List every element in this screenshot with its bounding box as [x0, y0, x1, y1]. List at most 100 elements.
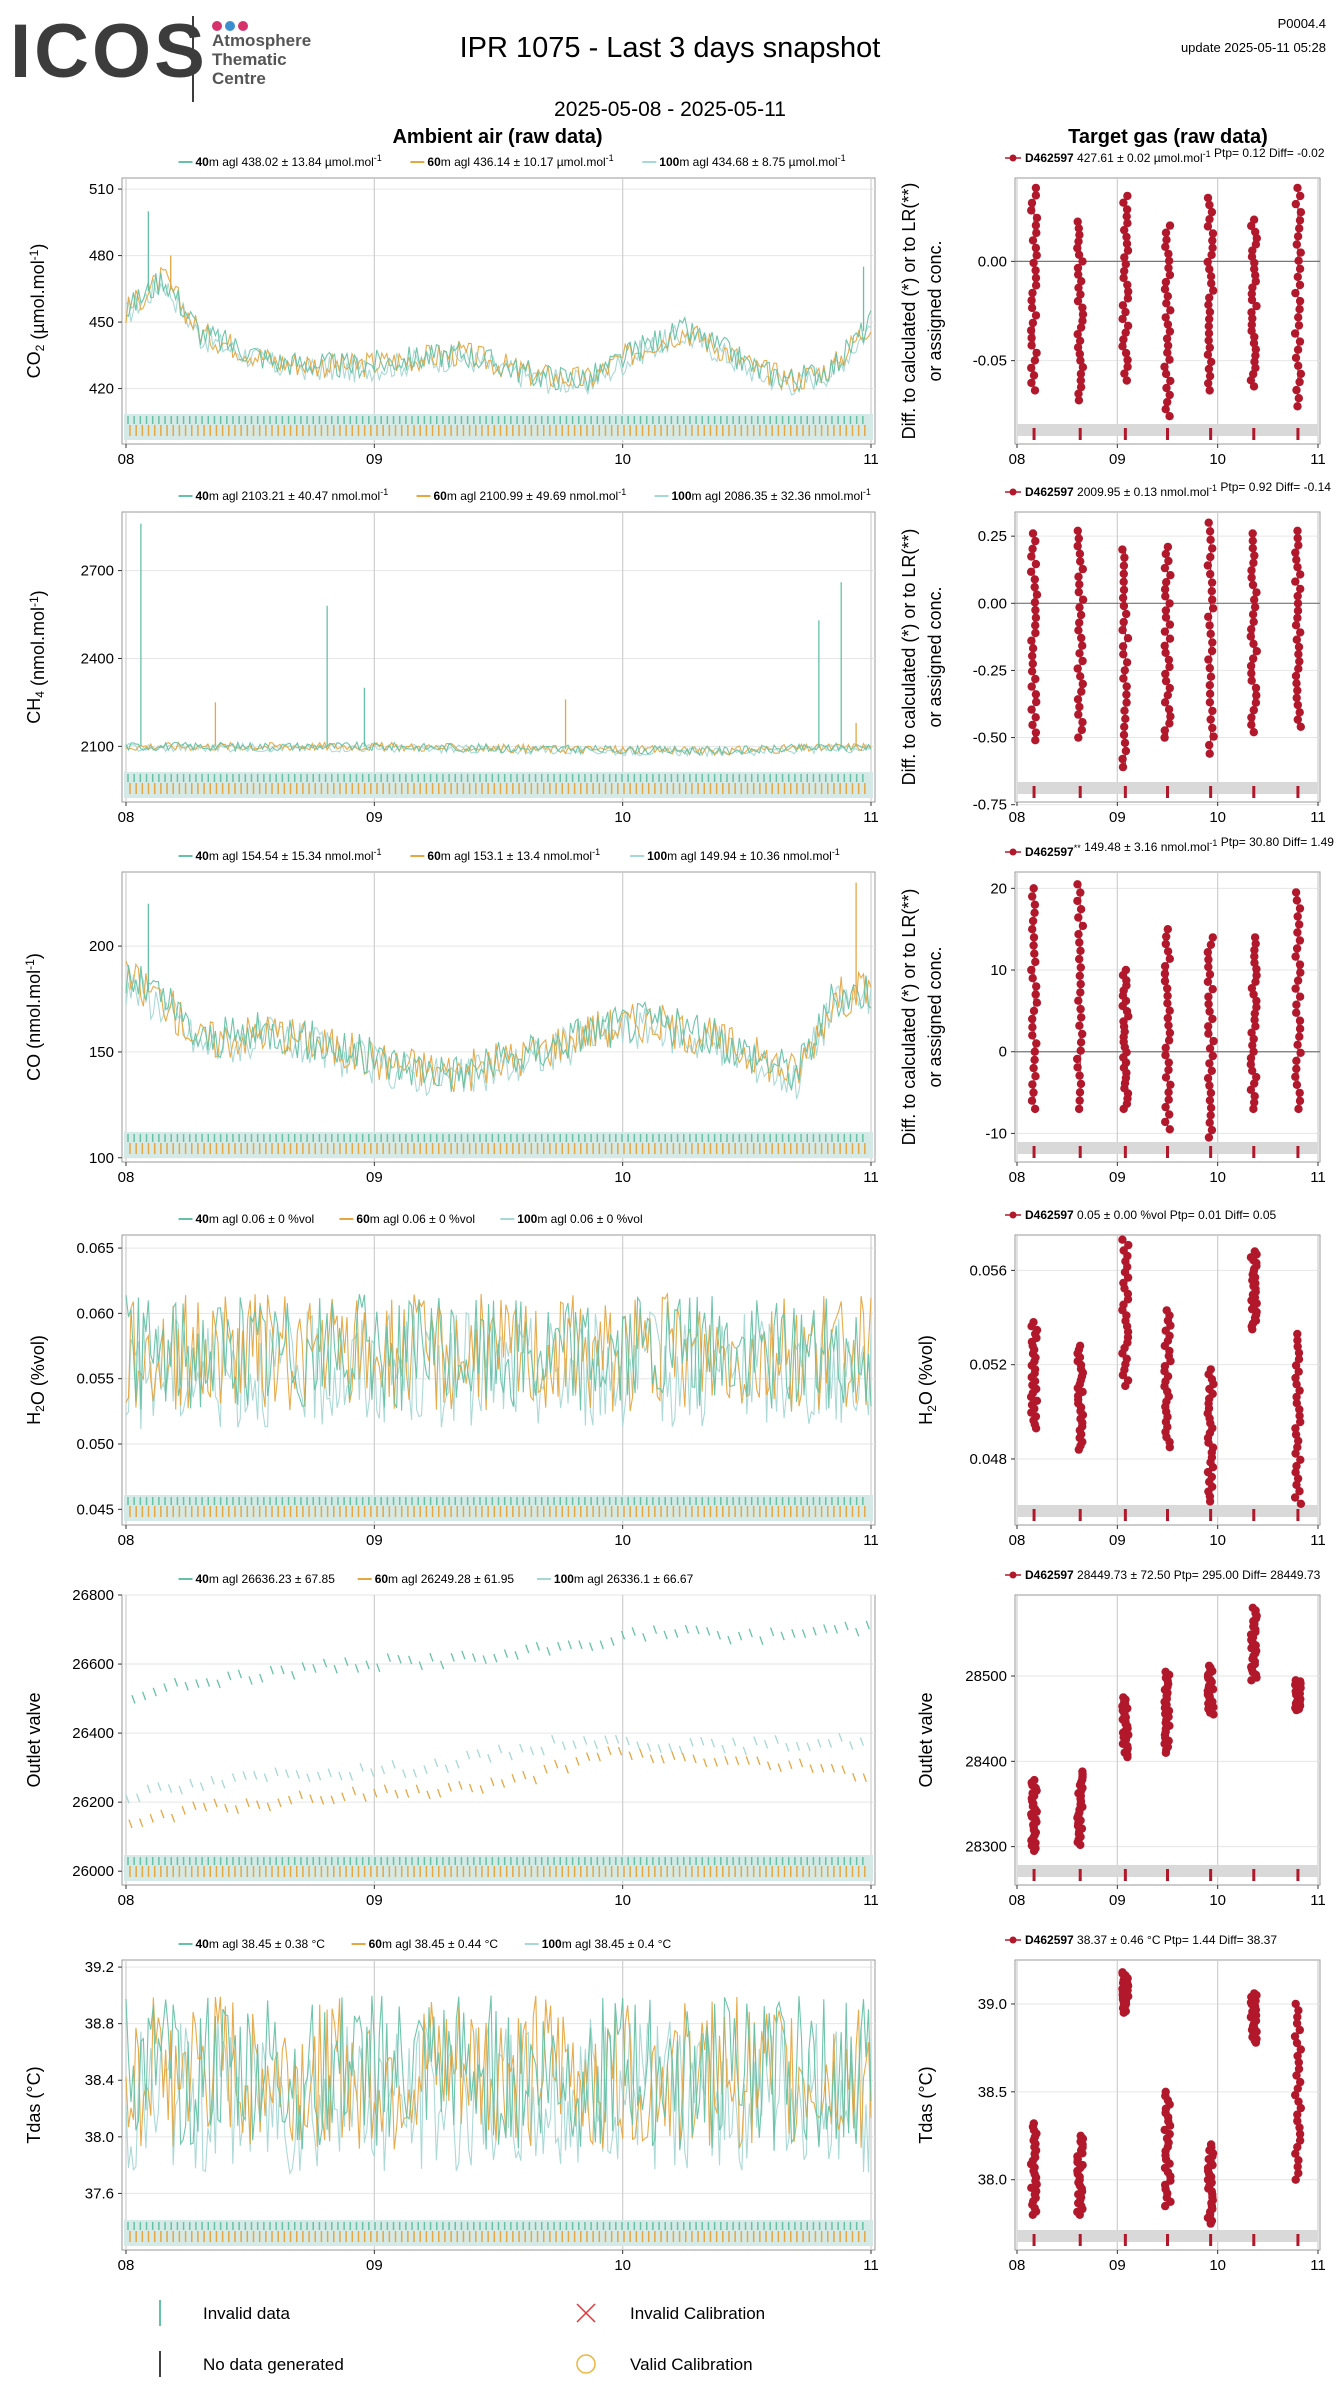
target-point [1119, 1693, 1128, 1702]
series-m40-mark [386, 1653, 391, 1662]
target-point [1122, 690, 1131, 699]
target-point [1031, 191, 1041, 200]
target-point [1029, 933, 1039, 942]
series-m40-mark [195, 1679, 200, 1688]
target-point [1073, 664, 1082, 673]
target-point [1119, 585, 1129, 595]
series-m60-mark [554, 1759, 559, 1769]
target-point [1074, 396, 1084, 405]
target-point [1247, 1028, 1256, 1037]
target-point [1203, 350, 1213, 359]
target-point [1077, 725, 1087, 735]
series-m60-mark [628, 1751, 633, 1761]
target-point [1075, 702, 1084, 712]
target-point [1122, 682, 1131, 691]
target-point [1165, 719, 1174, 728]
target-point [1249, 617, 1258, 626]
series-m60-mark [703, 1758, 708, 1768]
target-point [1075, 580, 1084, 589]
legend-entry: 100m agl 149.94 ± 10.36 nmol.mol-1 [647, 847, 840, 863]
target-point [1160, 726, 1170, 735]
target-point [1031, 628, 1040, 638]
series-m100-mark [327, 1768, 332, 1778]
target-point [1293, 1040, 1302, 1050]
y-tick-label: 0.052 [969, 1357, 1007, 1374]
target-point [1294, 2058, 1304, 2067]
target-point [1205, 970, 1215, 979]
invalid-calibration-icon [576, 2303, 596, 2323]
series-m100-mark [700, 1736, 705, 1746]
x-tick-label: 11 [863, 1532, 879, 1549]
x-tick-label: 08 [1009, 1892, 1026, 1909]
target-point [1031, 613, 1041, 622]
target-point [1208, 933, 1218, 942]
series-m40-mark [131, 1695, 136, 1704]
series-m100-mark [402, 1769, 407, 1779]
target-point [1121, 260, 1131, 269]
legend-swatch-dot [1009, 154, 1017, 162]
target-point [1296, 1499, 1306, 1509]
y-tick-label: 37.6 [85, 2185, 114, 2202]
series-m100-mark [497, 1744, 503, 1754]
target-point [1208, 723, 1217, 733]
target-point [1161, 676, 1171, 686]
target-point [1161, 1051, 1170, 1060]
target-point [1073, 217, 1082, 226]
target-cluster [1073, 880, 1088, 1114]
target-point [1030, 900, 1040, 909]
x-tick-label: 10 [1209, 809, 1226, 826]
target-point [1203, 1074, 1213, 1083]
target-point [1294, 1436, 1303, 1446]
target-point [1076, 610, 1086, 620]
y-tick-label: 0.045 [76, 1501, 114, 1518]
series-m60-mark [202, 1802, 208, 1812]
target-point [1161, 369, 1171, 379]
y-tick-label: -0.05 [973, 353, 1007, 370]
series-m60-mark [213, 1798, 218, 1808]
target-point [1122, 239, 1132, 248]
target-point [1166, 712, 1175, 721]
target-point [1162, 334, 1172, 343]
target-point [1250, 1079, 1259, 1088]
x-tick-label: 11 [1310, 1532, 1326, 1549]
target-point [1246, 1060, 1256, 1069]
target-cluster [1026, 2119, 1041, 2219]
chart-outlet-ambient: 26000 26200 26400 26600 26800 08 09 10 11 40m agl… [24, 1572, 879, 1909]
target-point [1118, 1235, 1127, 1244]
target-point [1204, 1133, 1214, 1142]
target-point [1118, 301, 1128, 310]
target-point [1029, 258, 1038, 268]
target-point [1122, 609, 1131, 619]
target-point [1291, 984, 1300, 993]
target-point [1292, 1461, 1301, 1471]
target-point [1031, 221, 1041, 230]
target-point [1027, 296, 1036, 305]
target-point [1164, 1088, 1173, 1097]
y-tick-label: 28400 [965, 1753, 1007, 1770]
target-point [1075, 336, 1085, 345]
target-point [1250, 952, 1259, 961]
target-point [1031, 990, 1040, 999]
series-m60-mark [415, 1784, 420, 1794]
target-point [1163, 397, 1172, 407]
target-point [1252, 971, 1261, 980]
series-m40-mark [855, 1627, 860, 1637]
y-tick-label: 150 [89, 1044, 114, 1061]
series-m40-mark [599, 1640, 604, 1650]
target-point [1296, 191, 1305, 201]
target-point [1247, 566, 1256, 575]
x-tick-label: 09 [1109, 809, 1126, 826]
series-m100-mark [689, 1738, 694, 1747]
series-m40-mark [620, 1630, 626, 1640]
y-tick-label: 28500 [965, 1668, 1007, 1685]
target-point [1294, 541, 1303, 550]
target-point [1030, 598, 1040, 607]
series-m100-mark [221, 1779, 226, 1789]
series-m100-mark [508, 1751, 513, 1761]
target-point [1208, 985, 1217, 994]
target-point [1028, 720, 1037, 730]
target-point [1249, 215, 1259, 224]
target-point [1207, 250, 1216, 260]
y-tick-label: 38.8 [85, 2016, 114, 2033]
